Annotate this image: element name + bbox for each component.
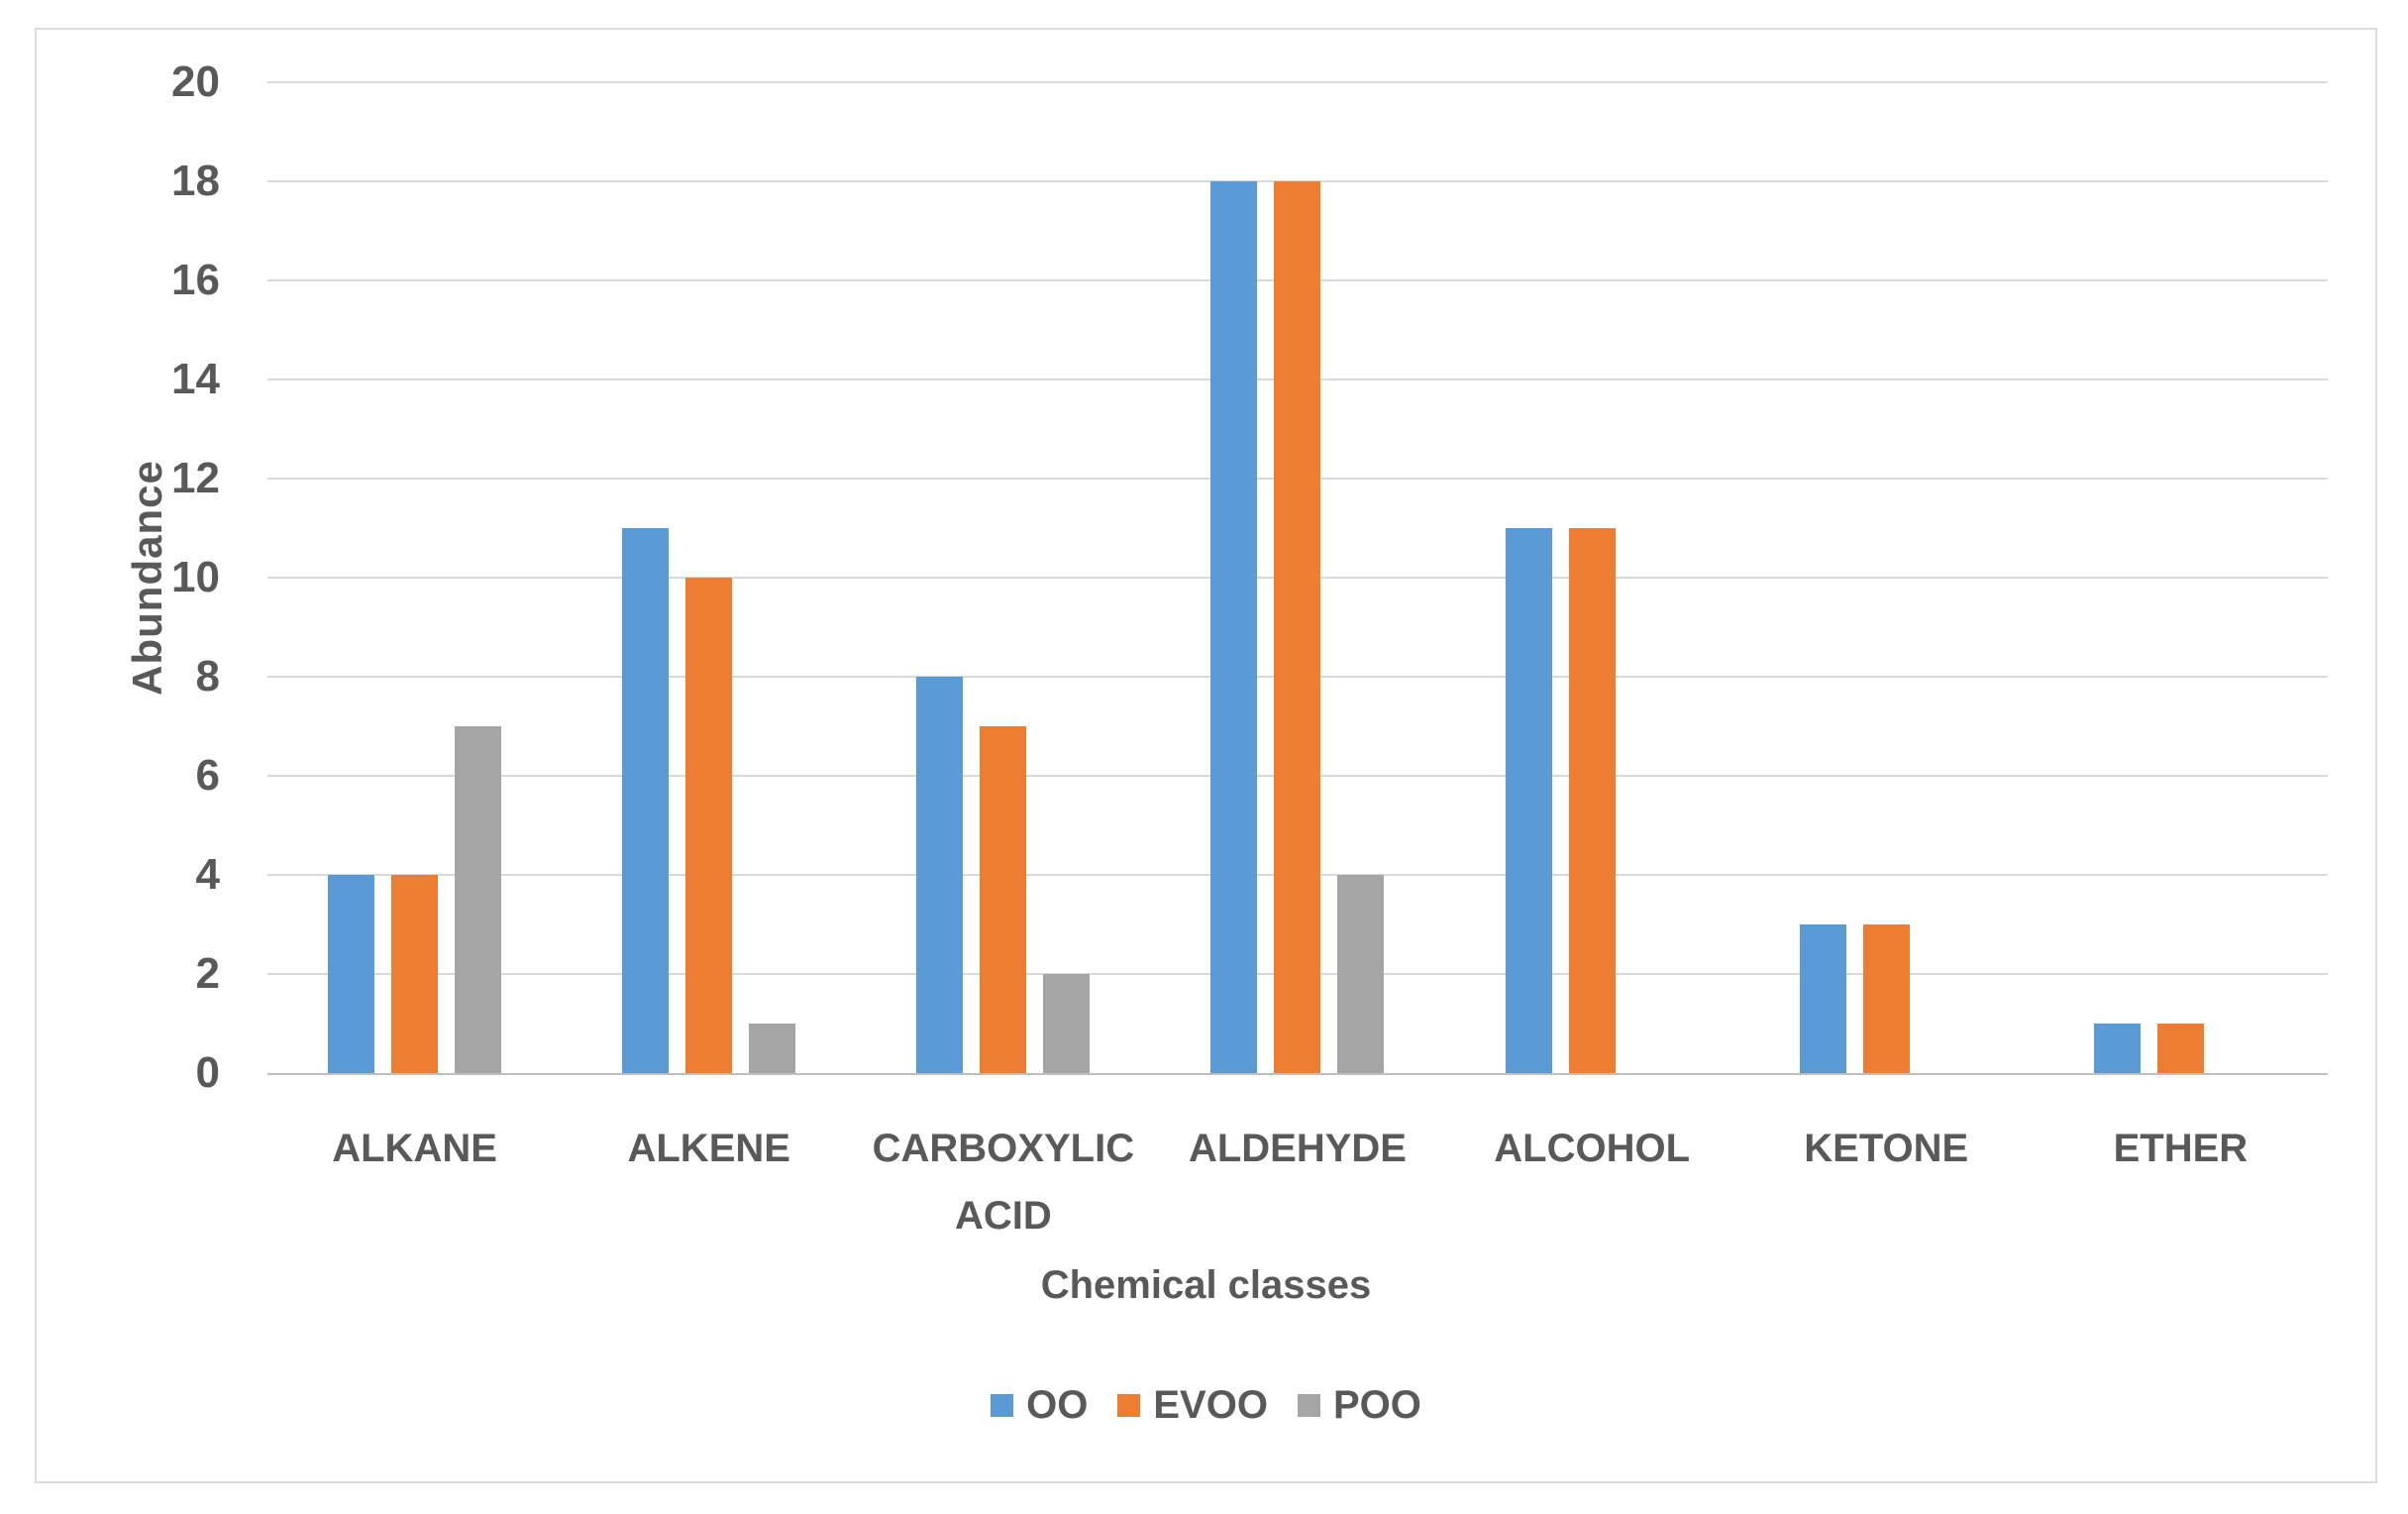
x-category-label-alcohol: ALCOHOL: [1494, 1127, 1691, 1170]
plot-area: [267, 81, 2328, 1075]
bar-oo-carboxylic-acid: [916, 677, 964, 1073]
legend-swatch-evoo: [1117, 1393, 1141, 1417]
bar-oo-alcohol: [1505, 528, 1552, 1073]
bar-oo-alkane: [328, 875, 375, 1073]
y-tick-label-6: 6: [195, 751, 220, 800]
y-tick-label-8: 8: [195, 652, 220, 701]
bar-groups: [267, 82, 2328, 1073]
y-tick-label-16: 16: [171, 256, 220, 304]
bar-poo-carboxylic-acid: [1043, 974, 1091, 1073]
chart-container: Abundance 0 2 4 6 8 10 12 14 16 18 20 ALKANE ALKENE…: [35, 28, 2377, 1483]
x-axis-title: Chemical classes: [1040, 1263, 1372, 1307]
bar-poo-alkane: [455, 726, 502, 1073]
x-category-label-carboxylic-acid: CARBOXYLIC ACID: [872, 1127, 1135, 1238]
y-tick-label-14: 14: [171, 355, 220, 403]
x-axis-category-labels: ALKANE ALKENE CARBOXYLIC ACID ALDEHYDE ALCOH…: [267, 1115, 2328, 1249]
y-tick-label-10: 10: [171, 553, 220, 601]
bar-evoo-alkene: [685, 578, 733, 1073]
x-category-label-ether: ETHER: [2113, 1127, 2249, 1170]
y-axis-title: Abundance: [124, 460, 170, 696]
y-tick-label-12: 12: [171, 454, 220, 502]
x-category-label-alkene: ALKENE: [627, 1127, 790, 1170]
bar-oo-aldehyde: [1210, 181, 1258, 1073]
bar-evoo-alkane: [391, 875, 439, 1073]
legend: OO EVOO POO: [37, 1385, 2375, 1425]
legend-label-poo: POO: [1332, 1383, 1421, 1427]
bar-group-alkene: [562, 82, 856, 1073]
bar-oo-ether: [2093, 1024, 2141, 1073]
x-category-label-alkane: ALKANE: [332, 1127, 497, 1170]
bar-group-alcohol: [1445, 82, 1739, 1073]
x-category-label-ketone: KETONE: [1804, 1127, 1969, 1170]
legend-label-oo: OO: [1026, 1383, 1089, 1427]
legend-label-evoo: EVOO: [1153, 1383, 1268, 1427]
legend-swatch-oo: [991, 1393, 1014, 1417]
y-tick-label-0: 0: [195, 1048, 220, 1097]
y-tick-label-4: 4: [195, 850, 220, 899]
bar-evoo-aldehyde: [1274, 181, 1321, 1073]
bar-evoo-ether: [2156, 1024, 2204, 1073]
bar-poo-aldehyde: [1337, 875, 1385, 1073]
bar-group-carboxylic-acid: [856, 82, 1150, 1073]
y-tick-label-20: 20: [171, 57, 220, 106]
y-tick-label-2: 2: [195, 949, 220, 998]
bar-evoo-alcohol: [1568, 528, 1616, 1073]
bar-poo-alkene: [749, 1024, 796, 1073]
bar-oo-alkene: [622, 528, 670, 1073]
bar-group-alkane: [267, 82, 562, 1073]
y-tick-label-18: 18: [171, 157, 220, 205]
legend-item-poo: POO: [1297, 1383, 1421, 1427]
bar-group-ketone: [1739, 82, 2034, 1073]
x-category-label-aldehyde: ALDEHYDE: [1188, 1127, 1407, 1170]
gridline-20: [267, 81, 2328, 83]
bar-group-aldehyde: [1150, 82, 1444, 1073]
y-axis: Abundance 0 2 4 6 8 10 12 14 16 18 20: [37, 60, 267, 1095]
legend-swatch-poo: [1297, 1393, 1320, 1417]
plot-row: Abundance 0 2 4 6 8 10 12 14 16 18 20: [37, 60, 2375, 1095]
legend-item-evoo: EVOO: [1117, 1385, 1268, 1425]
bar-group-ether: [2034, 82, 2328, 1073]
bar-evoo-carboxylic-acid: [980, 726, 1027, 1073]
legend-item-oo: OO: [991, 1385, 1088, 1425]
bar-evoo-ketone: [1862, 924, 1910, 1073]
bar-oo-ketone: [1799, 924, 1846, 1073]
